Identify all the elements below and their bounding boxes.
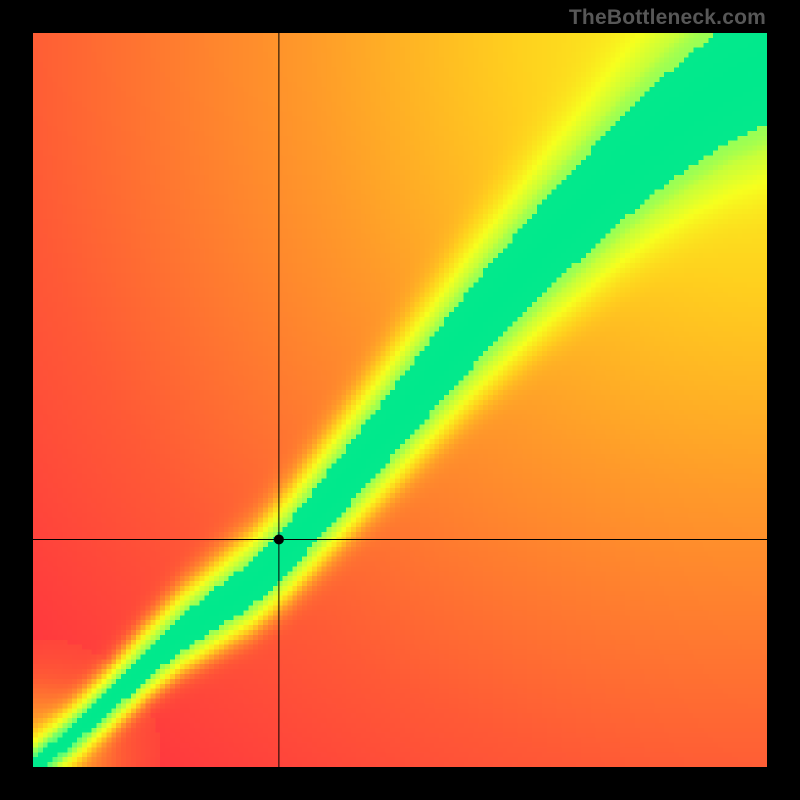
watermark-text: TheBottleneck.com <box>569 6 766 30</box>
bottleneck-heatmap <box>33 33 767 767</box>
chart-frame <box>33 33 767 767</box>
